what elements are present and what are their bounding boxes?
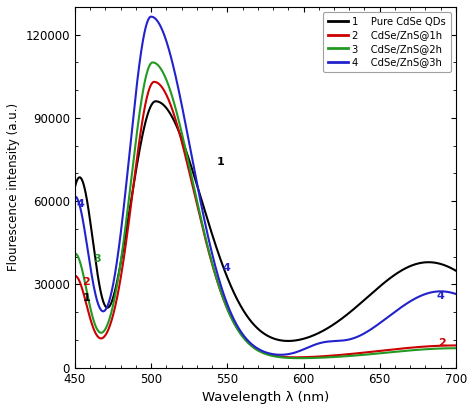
Text: 3: 3 [93, 254, 101, 264]
Text: 4: 4 [76, 199, 84, 209]
Legend: 1    Pure CdSe QDs, 2    CdSe/ZnS@1h, 3    CdSe/ZnS@2h, 4    CdSe/ZnS@3h: 1 Pure CdSe QDs, 2 CdSe/ZnS@1h, 3 CdSe/Z… [323, 12, 451, 72]
Y-axis label: Flourescence intensity (a.u.): Flourescence intensity (a.u.) [7, 103, 20, 271]
Text: 2: 2 [82, 277, 90, 286]
Text: 1: 1 [217, 157, 224, 167]
Text: 2: 2 [438, 338, 446, 348]
Text: 1: 1 [82, 293, 90, 303]
X-axis label: Wavelength λ (nm): Wavelength λ (nm) [202, 391, 329, 404]
Text: 4: 4 [436, 291, 444, 300]
Text: 4: 4 [223, 263, 230, 273]
